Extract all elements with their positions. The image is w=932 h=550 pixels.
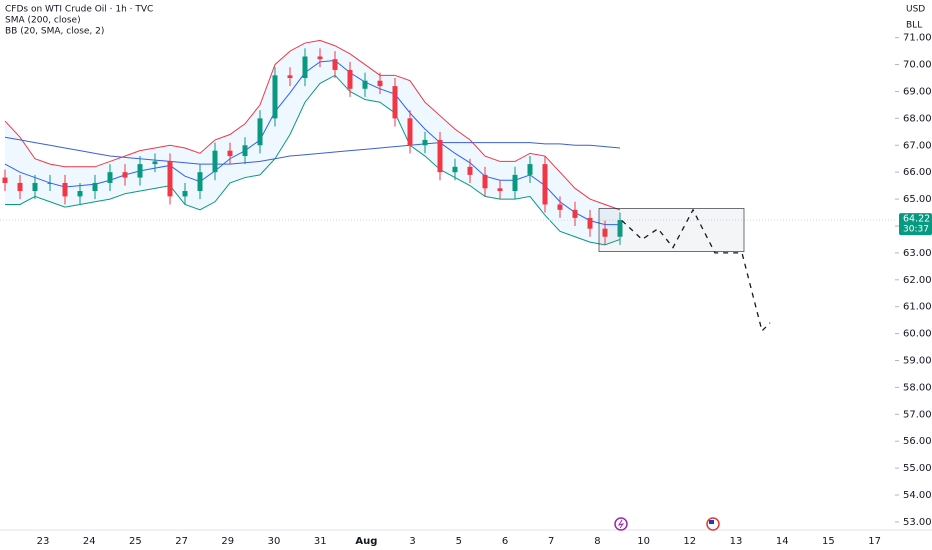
- x-tick-label: 17: [868, 536, 881, 547]
- y-tick-label: 70.00: [903, 60, 932, 71]
- event-icon-glyph: [709, 520, 714, 524]
- candle-body: [512, 174, 518, 192]
- candle-body: [17, 182, 23, 192]
- candle-body: [482, 174, 488, 189]
- candle-body: [527, 164, 533, 175]
- candle-body: [602, 228, 608, 237]
- indicator-label: BB (20, SMA, close, 2): [5, 27, 104, 37]
- bb-fill: [5, 40, 620, 245]
- candle-body: [437, 139, 443, 173]
- sma-line: [4, 136, 621, 165]
- y-tick-label: 59.00: [903, 356, 932, 367]
- candle-body: [422, 139, 428, 146]
- candle-body: [77, 191, 83, 197]
- y-tick-label: 69.00: [903, 86, 932, 97]
- y-tick-label: 71.00: [903, 33, 932, 44]
- x-tick-label: 23: [37, 536, 50, 547]
- candle-body: [212, 150, 218, 173]
- y-tick-label: 60.00: [903, 329, 932, 340]
- x-tick-label: 24: [83, 536, 96, 547]
- x-tick-label: 10: [637, 536, 650, 547]
- bb-lower-line: [5, 74, 621, 246]
- candle-body: [572, 209, 578, 218]
- x-tick-label: 8: [594, 536, 600, 547]
- candle-body: [182, 191, 188, 197]
- candle-body: [617, 220, 623, 237]
- candle-body: [467, 166, 473, 175]
- candle-body: [587, 217, 593, 229]
- candle-body: [62, 182, 68, 197]
- chart-title: CFDs on WTI Crude Oil · 1h · TVC: [5, 5, 153, 15]
- candle-body: [167, 161, 173, 197]
- candle-body: [47, 182, 53, 184]
- y-tick-label: 58.00: [903, 382, 932, 393]
- price-tag-label: 64.22: [903, 214, 930, 225]
- y-tick-label: 62.00: [903, 275, 932, 286]
- x-tick-label: 7: [548, 536, 554, 547]
- candle-body: [137, 164, 143, 178]
- countdown-label: 30:37: [903, 225, 929, 235]
- currency-label: USD: [906, 5, 925, 15]
- x-tick-label: 5: [456, 536, 462, 547]
- x-tick-label: 25: [129, 536, 142, 547]
- y-tick-label: 65.00: [903, 194, 932, 205]
- candle-body: [227, 150, 233, 157]
- candle-body: [392, 86, 398, 119]
- x-tick-label: 14: [776, 536, 789, 547]
- y-tick-label: 54.00: [903, 490, 932, 501]
- candle-body: [362, 80, 368, 89]
- candle-body: [407, 118, 413, 146]
- candle-body: [92, 182, 98, 192]
- x-tick-label: 13: [730, 536, 743, 547]
- bb-upper-line: [4, 39, 621, 211]
- x-tick-label: 27: [175, 536, 188, 547]
- y-tick-label: 63.00: [903, 248, 932, 259]
- x-tick-label: 6: [502, 536, 508, 547]
- candle-body: [197, 172, 203, 192]
- projection-path: [621, 208, 771, 333]
- range-box: [598, 208, 745, 252]
- x-tick-label: 15: [822, 536, 835, 547]
- y-tick-label: 55.00: [903, 463, 932, 474]
- candle-body: [152, 161, 158, 165]
- y-tick-label: 56.00: [903, 436, 932, 447]
- candle-body: [332, 59, 338, 70]
- y-tick-label: 67.00: [903, 140, 932, 151]
- x-tick-label: Aug: [355, 536, 377, 547]
- candle-body: [452, 166, 458, 173]
- x-tick-label: 3: [409, 536, 415, 547]
- y-tick-label: 61.00: [903, 302, 932, 313]
- candle-body: [347, 69, 353, 89]
- unit-label: BLL: [906, 21, 922, 31]
- candle-body: [317, 56, 323, 60]
- x-tick-label: 12: [683, 536, 696, 547]
- candle-body: [2, 177, 8, 183]
- x-tick-label: 31: [314, 536, 327, 547]
- candle-body: [287, 75, 293, 79]
- price-tag: [899, 213, 932, 236]
- indicator-label: SMA (200, close): [5, 16, 81, 26]
- y-tick-label: 66.00: [903, 167, 932, 178]
- y-tick-label: 53.00: [903, 517, 932, 528]
- candle-body: [122, 172, 128, 178]
- candle-body: [257, 118, 263, 146]
- candle-body: [272, 75, 278, 119]
- candle-body: [377, 80, 383, 87]
- x-tick-label: 30: [268, 536, 281, 547]
- y-tick-label: 57.00: [903, 409, 932, 420]
- candle-body: [557, 204, 563, 210]
- y-tick-label: 68.00: [903, 113, 932, 124]
- candle-body: [497, 188, 503, 192]
- candle-body: [107, 172, 113, 183]
- candle-body: [32, 182, 38, 192]
- candle-body: [542, 164, 548, 205]
- event-icon[interactable]: [614, 517, 628, 531]
- event-icon-glyph: [617, 519, 625, 529]
- candle-body: [242, 145, 248, 157]
- candle-body: [302, 56, 308, 79]
- x-tick-label: 29: [221, 536, 234, 547]
